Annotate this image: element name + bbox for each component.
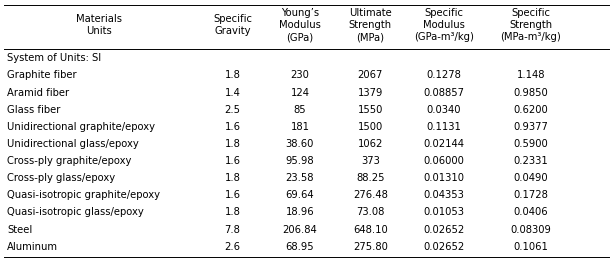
Text: 0.0340: 0.0340 — [427, 105, 461, 115]
Text: Steel: Steel — [7, 225, 32, 235]
Text: 85: 85 — [294, 105, 306, 115]
Text: Unidirectional graphite/epoxy: Unidirectional graphite/epoxy — [7, 122, 155, 132]
Text: 1062: 1062 — [357, 139, 383, 149]
Text: 38.60: 38.60 — [286, 139, 314, 149]
Text: 69.64: 69.64 — [286, 190, 314, 200]
Text: Aramid fiber: Aramid fiber — [7, 88, 70, 98]
Text: 95.98: 95.98 — [286, 156, 314, 166]
Text: 275.80: 275.80 — [353, 242, 387, 252]
Text: 0.9850: 0.9850 — [513, 88, 548, 98]
Text: Specific
Modulus
(GPa-m³/kg): Specific Modulus (GPa-m³/kg) — [414, 8, 474, 42]
Text: 1379: 1379 — [357, 88, 383, 98]
Text: 0.0406: 0.0406 — [513, 208, 548, 218]
Text: 0.08309: 0.08309 — [510, 225, 551, 235]
Text: 1.6: 1.6 — [225, 190, 241, 200]
Text: 0.02144: 0.02144 — [424, 139, 465, 149]
Text: Specific
Strength
(MPa-m³/kg): Specific Strength (MPa-m³/kg) — [501, 8, 561, 42]
Text: 230: 230 — [291, 70, 309, 80]
Text: 181: 181 — [290, 122, 310, 132]
Text: 2.5: 2.5 — [225, 105, 241, 115]
Text: 1500: 1500 — [357, 122, 383, 132]
Text: 0.04353: 0.04353 — [424, 190, 465, 200]
Text: Quasi-isotropic graphite/epoxy: Quasi-isotropic graphite/epoxy — [7, 190, 160, 200]
Text: Materials
Units: Materials Units — [76, 14, 122, 36]
Text: 23.58: 23.58 — [286, 173, 314, 183]
Text: Glass fiber: Glass fiber — [7, 105, 61, 115]
Text: 206.84: 206.84 — [283, 225, 317, 235]
Text: 0.1061: 0.1061 — [513, 242, 548, 252]
Text: Aluminum: Aluminum — [7, 242, 58, 252]
Text: 0.1728: 0.1728 — [513, 190, 548, 200]
Text: 0.9377: 0.9377 — [513, 122, 548, 132]
Text: 0.06000: 0.06000 — [424, 156, 465, 166]
Text: Graphite fiber: Graphite fiber — [7, 70, 77, 80]
Text: 1550: 1550 — [357, 105, 383, 115]
Text: 2.6: 2.6 — [225, 242, 241, 252]
Text: 373: 373 — [361, 156, 379, 166]
Text: 1.6: 1.6 — [225, 156, 241, 166]
Text: 0.08857: 0.08857 — [424, 88, 465, 98]
Text: 0.0490: 0.0490 — [513, 173, 548, 183]
Text: 1.4: 1.4 — [225, 88, 241, 98]
Text: 276.48: 276.48 — [353, 190, 387, 200]
Text: 0.01310: 0.01310 — [424, 173, 465, 183]
Text: 73.08: 73.08 — [356, 208, 384, 218]
Text: 1.8: 1.8 — [225, 70, 241, 80]
Text: 1.148: 1.148 — [517, 70, 545, 80]
Text: 0.1278: 0.1278 — [427, 70, 461, 80]
Text: 1.6: 1.6 — [225, 122, 241, 132]
Text: 0.5900: 0.5900 — [513, 139, 548, 149]
Text: 1.8: 1.8 — [225, 139, 241, 149]
Text: System of Units: SI: System of Units: SI — [7, 53, 102, 63]
Text: 88.25: 88.25 — [356, 173, 384, 183]
Text: 0.02652: 0.02652 — [424, 242, 465, 252]
Text: 0.02652: 0.02652 — [424, 225, 465, 235]
Text: Quasi-isotropic glass/epoxy: Quasi-isotropic glass/epoxy — [7, 208, 144, 218]
Text: 0.01053: 0.01053 — [424, 208, 465, 218]
Text: 0.2331: 0.2331 — [513, 156, 548, 166]
Text: 0.1131: 0.1131 — [427, 122, 461, 132]
Text: 7.8: 7.8 — [225, 225, 241, 235]
Text: Ultimate
Strength
(MPa): Ultimate Strength (MPa) — [349, 8, 392, 42]
Text: Cross-ply glass/epoxy: Cross-ply glass/epoxy — [7, 173, 116, 183]
Text: 648.10: 648.10 — [353, 225, 387, 235]
Text: Cross-ply graphite/epoxy: Cross-ply graphite/epoxy — [7, 156, 132, 166]
Text: 0.6200: 0.6200 — [513, 105, 548, 115]
Text: Unidirectional glass/epoxy: Unidirectional glass/epoxy — [7, 139, 139, 149]
Text: 2067: 2067 — [357, 70, 383, 80]
Text: Specific
Gravity: Specific Gravity — [213, 14, 252, 36]
Text: 124: 124 — [290, 88, 310, 98]
Text: 1.8: 1.8 — [225, 208, 241, 218]
Text: 18.96: 18.96 — [286, 208, 314, 218]
Text: 68.95: 68.95 — [286, 242, 314, 252]
Text: 1.8: 1.8 — [225, 173, 241, 183]
Text: Young’s
Modulus
(GPa): Young’s Modulus (GPa) — [279, 8, 321, 42]
